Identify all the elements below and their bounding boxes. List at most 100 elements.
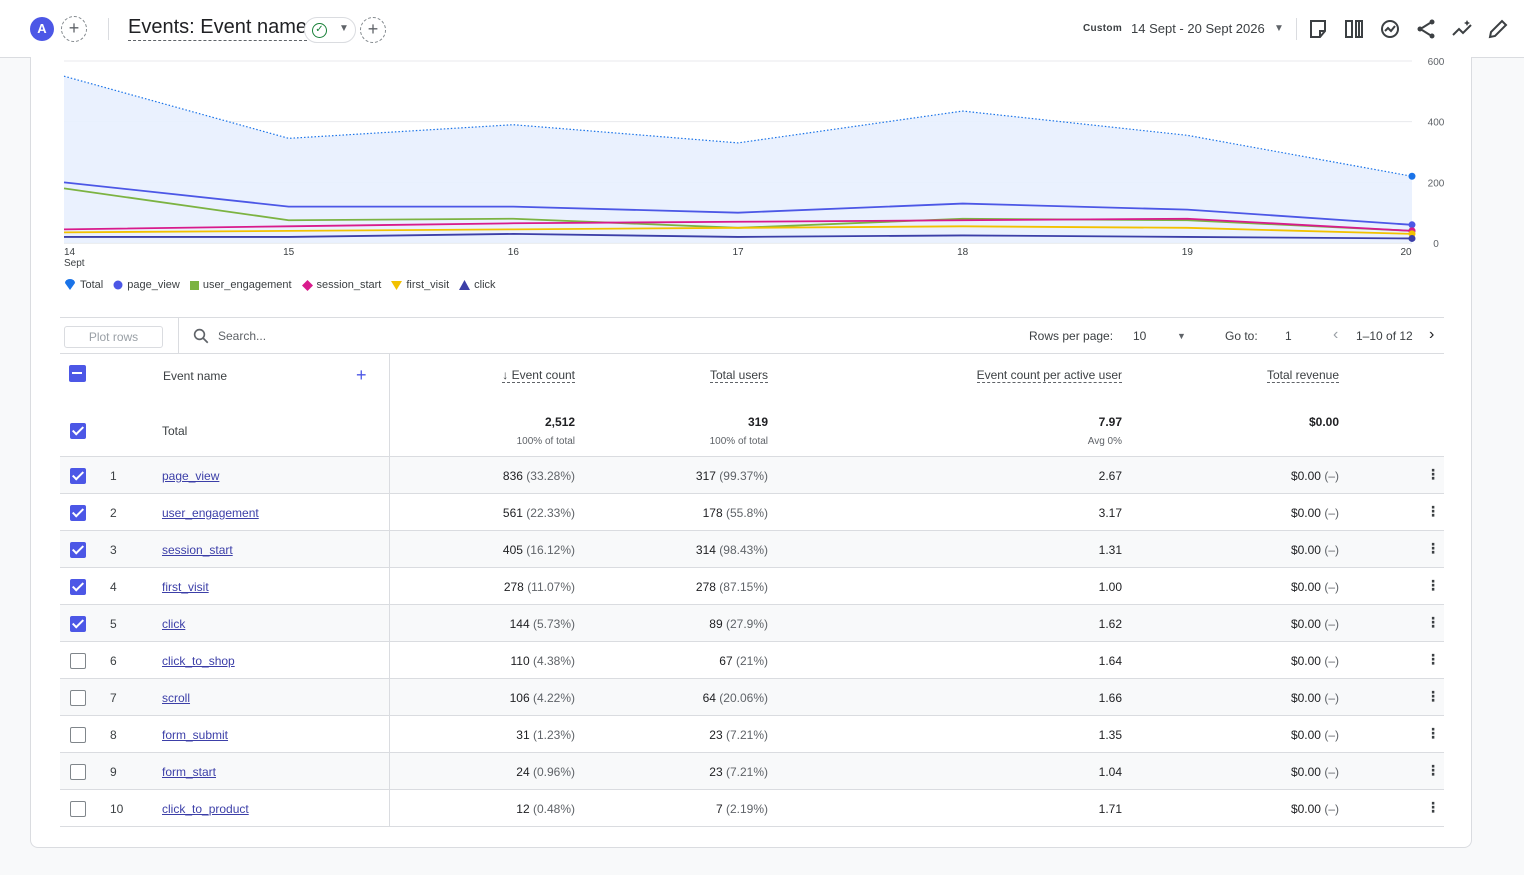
event-count-header[interactable]: ↓ Event count: [502, 368, 575, 383]
row-more-icon[interactable]: ⋮: [1426, 614, 1440, 630]
row-more-icon[interactable]: ⋮: [1426, 577, 1440, 593]
report-status-chip[interactable]: ✓ ▼: [304, 17, 356, 43]
row-checkbox[interactable]: [70, 690, 86, 706]
event-name-link[interactable]: form_start: [162, 765, 217, 779]
total-per-user-sub: Avg 0%: [1087, 436, 1122, 447]
chevron-down-icon[interactable]: ▼: [1177, 331, 1186, 341]
row-index: 8: [110, 728, 117, 742]
table-row[interactable]: 6 click_to_shop 110 (4.38%) 67 (21%) 1.64 $0.…: [60, 642, 1444, 679]
row-checkbox[interactable]: [70, 653, 86, 669]
table-row[interactable]: 8 form_submit 31 (1.23%) 23 (7.21%) 1.35 $0.0…: [60, 716, 1444, 753]
row-checkbox[interactable]: [70, 505, 86, 521]
legend-item[interactable]: first_visit: [391, 279, 449, 291]
row-more-icon[interactable]: ⋮: [1426, 503, 1440, 519]
total-users-header[interactable]: Total users: [709, 368, 768, 383]
date-range-picker[interactable]: 14 Sept - 20 Sept 2026: [1131, 21, 1265, 36]
share-icon[interactable]: [1414, 17, 1438, 41]
legend-item[interactable]: Total: [64, 279, 103, 291]
search-input[interactable]: [218, 326, 518, 346]
rows-per-page-select[interactable]: 10: [1133, 329, 1147, 343]
row-more-icon[interactable]: ⋮: [1426, 466, 1440, 482]
row-more-icon[interactable]: ⋮: [1426, 540, 1440, 556]
table-row[interactable]: 7 scroll 106 (4.22%) 64 (20.06%) 1.66 $0.00 (…: [60, 679, 1444, 716]
row-checkbox[interactable]: [70, 579, 86, 595]
row-index: 3: [110, 543, 117, 557]
row-more-icon[interactable]: ⋮: [1426, 799, 1440, 815]
revenue-pct: (–): [1324, 691, 1339, 705]
table-row[interactable]: 2 user_engagement 561 (22.33%) 178 (55.8%) 3…: [60, 494, 1444, 531]
divider: [1296, 18, 1297, 40]
event-name-link[interactable]: first_visit: [162, 580, 209, 594]
row-checkbox[interactable]: [70, 468, 86, 484]
event-name-link[interactable]: user_engagement: [162, 506, 259, 520]
revenue-value: $0.00: [1290, 506, 1321, 520]
page-title[interactable]: Events: Event name: [128, 15, 307, 41]
row-checkbox[interactable]: [70, 727, 86, 743]
edit-pencil-icon[interactable]: [1486, 17, 1510, 41]
legend-item[interactable]: session_start: [301, 279, 381, 291]
total-revenue-header[interactable]: Total revenue: [1266, 368, 1339, 383]
add-comparison-button[interactable]: +: [61, 16, 87, 42]
legend-item[interactable]: click: [459, 279, 496, 291]
per-user-cell: 1.64: [1098, 654, 1122, 668]
total-users-value: 67: [719, 654, 733, 668]
total-row-checkbox[interactable]: [70, 423, 86, 439]
table-row[interactable]: 9 form_start 24 (0.96%) 23 (7.21%) 1.04 $0.00…: [60, 753, 1444, 790]
row-index: 9: [110, 765, 117, 779]
event-name-link[interactable]: form_submit: [162, 728, 229, 742]
goto-input[interactable]: 1: [1285, 329, 1292, 343]
add-dimension-button[interactable]: +: [356, 365, 367, 385]
event-count-pct: (5.73%): [532, 617, 575, 631]
compare-icon[interactable]: [1342, 17, 1366, 41]
series-end-marker: [1408, 172, 1416, 180]
insights-icon[interactable]: [1378, 17, 1402, 41]
event-count-per-user-header[interactable]: Event count per active user: [976, 368, 1122, 383]
revenue-cell: $0.00 (–): [1291, 543, 1339, 557]
series-end-marker: [1408, 221, 1416, 229]
row-checkbox[interactable]: [70, 542, 86, 558]
annotation-icon[interactable]: [1306, 17, 1330, 41]
table-row[interactable]: 1 page_view 836 (33.28%) 317 (99.37%) 2.67 $0…: [60, 457, 1444, 494]
event-name-link[interactable]: scroll: [162, 691, 191, 705]
trend-sparkle-icon[interactable]: [1450, 17, 1474, 41]
table-row[interactable]: 10 click_to_product 12 (0.48%) 7 (2.19%) 1.7…: [60, 790, 1444, 827]
series-line-total: [63, 75, 1413, 177]
row-more-icon[interactable]: ⋮: [1426, 651, 1440, 667]
row-checkbox[interactable]: [70, 801, 86, 817]
total-users-pct: (21%): [735, 654, 768, 668]
row-index: 1: [110, 469, 117, 483]
add-filter-button[interactable]: +: [360, 17, 386, 43]
table-row[interactable]: 4 first_visit 278 (11.07%) 278 (87.15%) 1.00…: [60, 568, 1444, 605]
legend-item[interactable]: page_view: [113, 279, 180, 291]
row-more-icon[interactable]: ⋮: [1426, 688, 1440, 704]
row-checkbox[interactable]: [70, 616, 86, 632]
table-row[interactable]: 5 click 144 (5.73%) 89 (27.9%) 1.62 $0.00 (–)…: [60, 605, 1444, 642]
rows-per-page-label: Rows per page:: [1029, 329, 1114, 343]
x-tick-label: 18: [957, 247, 969, 258]
total-users-cell: 7 (2.19%): [716, 802, 768, 816]
per-user-cell: 1.62: [1098, 617, 1122, 631]
per-user-cell: 2.67: [1098, 469, 1122, 483]
next-page-icon[interactable]: ›: [1429, 326, 1435, 343]
row-checkbox[interactable]: [70, 764, 86, 780]
chevron-down-icon[interactable]: ▼: [1274, 23, 1284, 34]
top-bar: A + Events: Event name ✓ ▼ + Custom 14 S…: [0, 0, 1524, 58]
event-name-link[interactable]: click_to_product: [162, 802, 249, 816]
avatar[interactable]: A: [30, 17, 54, 41]
plot-rows-button[interactable]: Plot rows: [64, 326, 163, 348]
event-name-link[interactable]: click_to_shop: [162, 654, 235, 668]
legend-item[interactable]: user_engagement: [189, 279, 292, 291]
row-index: 2: [110, 506, 117, 520]
event-name-header[interactable]: Event name: [163, 369, 228, 383]
event-name-link[interactable]: page_view: [162, 469, 220, 483]
prev-page-icon[interactable]: ‹: [1333, 326, 1339, 343]
event-name-link[interactable]: click: [162, 617, 186, 631]
total-users-cell: 64 (20.06%): [703, 691, 768, 705]
row-more-icon[interactable]: ⋮: [1426, 725, 1440, 741]
table-row[interactable]: 3 session_start 405 (16.12%) 314 (98.43%) 1.…: [60, 531, 1444, 568]
row-more-icon[interactable]: ⋮: [1426, 762, 1440, 778]
event-name-link[interactable]: session_start: [162, 543, 233, 557]
x-tick-label: 19: [1182, 247, 1194, 258]
select-all-checkbox[interactable]: [69, 365, 86, 382]
revenue-cell: $0.00 (–): [1291, 580, 1339, 594]
